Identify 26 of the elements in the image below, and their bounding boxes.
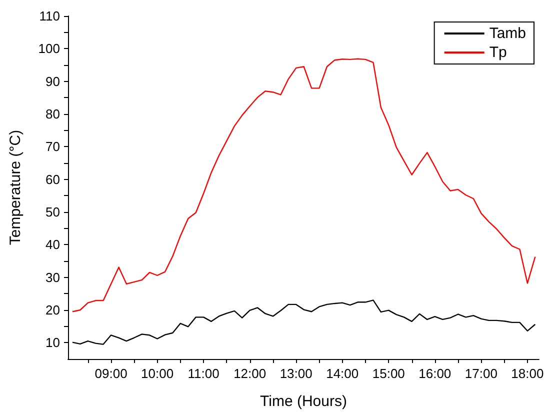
y-tick-label: 60 bbox=[46, 172, 60, 187]
x-tick-label: 18:00 bbox=[511, 366, 544, 381]
x-tick-label: 10:00 bbox=[141, 366, 174, 381]
legend-label: Tp bbox=[489, 44, 507, 61]
y-axis-title: Temperature (°C) bbox=[7, 130, 24, 246]
y-tick-label: 70 bbox=[46, 139, 60, 154]
y-tick-label: 10 bbox=[46, 335, 60, 350]
y-tick-label: 40 bbox=[46, 237, 60, 252]
legend-label: Tamb bbox=[489, 25, 526, 42]
x-tick-label: 09:00 bbox=[94, 366, 128, 381]
x-tick-label: 13:00 bbox=[280, 366, 312, 381]
y-tick-label: 100 bbox=[38, 41, 60, 56]
y-tick-label: 80 bbox=[46, 106, 60, 122]
line-series bbox=[72, 300, 536, 345]
x-tick-label: 14:00 bbox=[326, 366, 359, 381]
x-tick-label: 11:00 bbox=[188, 366, 220, 381]
y-tick-label: 50 bbox=[46, 204, 60, 220]
x-axis-title: Time (Hours) bbox=[260, 393, 347, 410]
y-tick-label: 20 bbox=[46, 302, 60, 318]
x-tick-label: 16:00 bbox=[418, 366, 452, 381]
y-tick-label: 90 bbox=[46, 74, 60, 89]
x-tick-label: 12:00 bbox=[234, 366, 266, 381]
y-tick-label: 110 bbox=[39, 8, 60, 24]
x-tick-label: 15:00 bbox=[372, 366, 405, 381]
x-tick-label: 17:00 bbox=[464, 366, 498, 381]
y-tick-label: 30 bbox=[46, 270, 60, 285]
